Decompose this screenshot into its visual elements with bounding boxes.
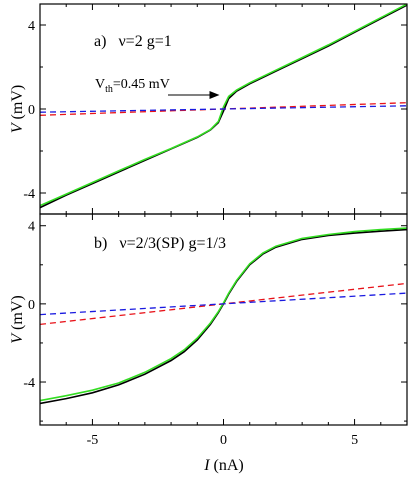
y-tick-label: 0 xyxy=(28,103,35,118)
annotation-main: V xyxy=(95,77,105,92)
y-tick-label: -4 xyxy=(23,376,35,391)
x-tick-label: 5 xyxy=(351,433,358,448)
y-axis-title: V (mV) xyxy=(9,295,26,343)
annotation-rest: =0.45 mV xyxy=(113,77,170,92)
x-tick-label: 0 xyxy=(220,433,227,448)
threshold-annotation: Vth=0.45 mV xyxy=(95,77,170,95)
chart-panel-b: -4 0 4 -5 0 5 V (mV) b) ν=2/3(SP) g=1/3 xyxy=(9,213,408,448)
annotation-sub: th xyxy=(105,84,113,95)
x-axis-title: I (nA) xyxy=(203,457,244,474)
annotation-arrow-head xyxy=(209,91,220,99)
y-axis-unit: (mV) xyxy=(9,85,26,124)
y-axis-var: V xyxy=(9,332,26,344)
y-tick-label: -4 xyxy=(23,187,35,202)
panel-title-text: ν=2 g=1 xyxy=(118,33,171,50)
y-axis-title: V (mV) xyxy=(9,85,26,133)
panel-title-text: ν=2/3(SP) g=1/3 xyxy=(119,235,226,252)
series-group xyxy=(40,4,407,209)
panel-title: a) ν=2 g=1 xyxy=(94,33,172,50)
series-line-black xyxy=(40,4,407,209)
y-tick-label: 0 xyxy=(28,298,35,313)
series-line-black xyxy=(40,228,407,405)
x-axis-unit: (nA) xyxy=(210,457,244,474)
series-line-green xyxy=(40,227,407,402)
y-axis-unit: (mV) xyxy=(9,295,26,334)
y-axis-var: V xyxy=(9,121,26,133)
series-line-blue-dashed xyxy=(40,292,407,316)
panel-label: b) xyxy=(94,235,107,252)
series-line-green xyxy=(40,4,407,207)
series-group xyxy=(40,227,407,405)
panel-title: b) ν=2/3(SP) g=1/3 xyxy=(94,235,226,252)
x-tick-label: -5 xyxy=(87,433,99,448)
chart-panel-a: -4 0 4 V (mV) a) ν=2 g=1 Vth=0.45 mV xyxy=(9,3,408,215)
y-tick-label: 4 xyxy=(28,19,35,34)
x-axis-var: I xyxy=(203,457,210,474)
series-line-blue-dashed xyxy=(40,105,407,113)
y-tick-label: 4 xyxy=(28,220,35,235)
panel-label: a) xyxy=(94,33,106,50)
